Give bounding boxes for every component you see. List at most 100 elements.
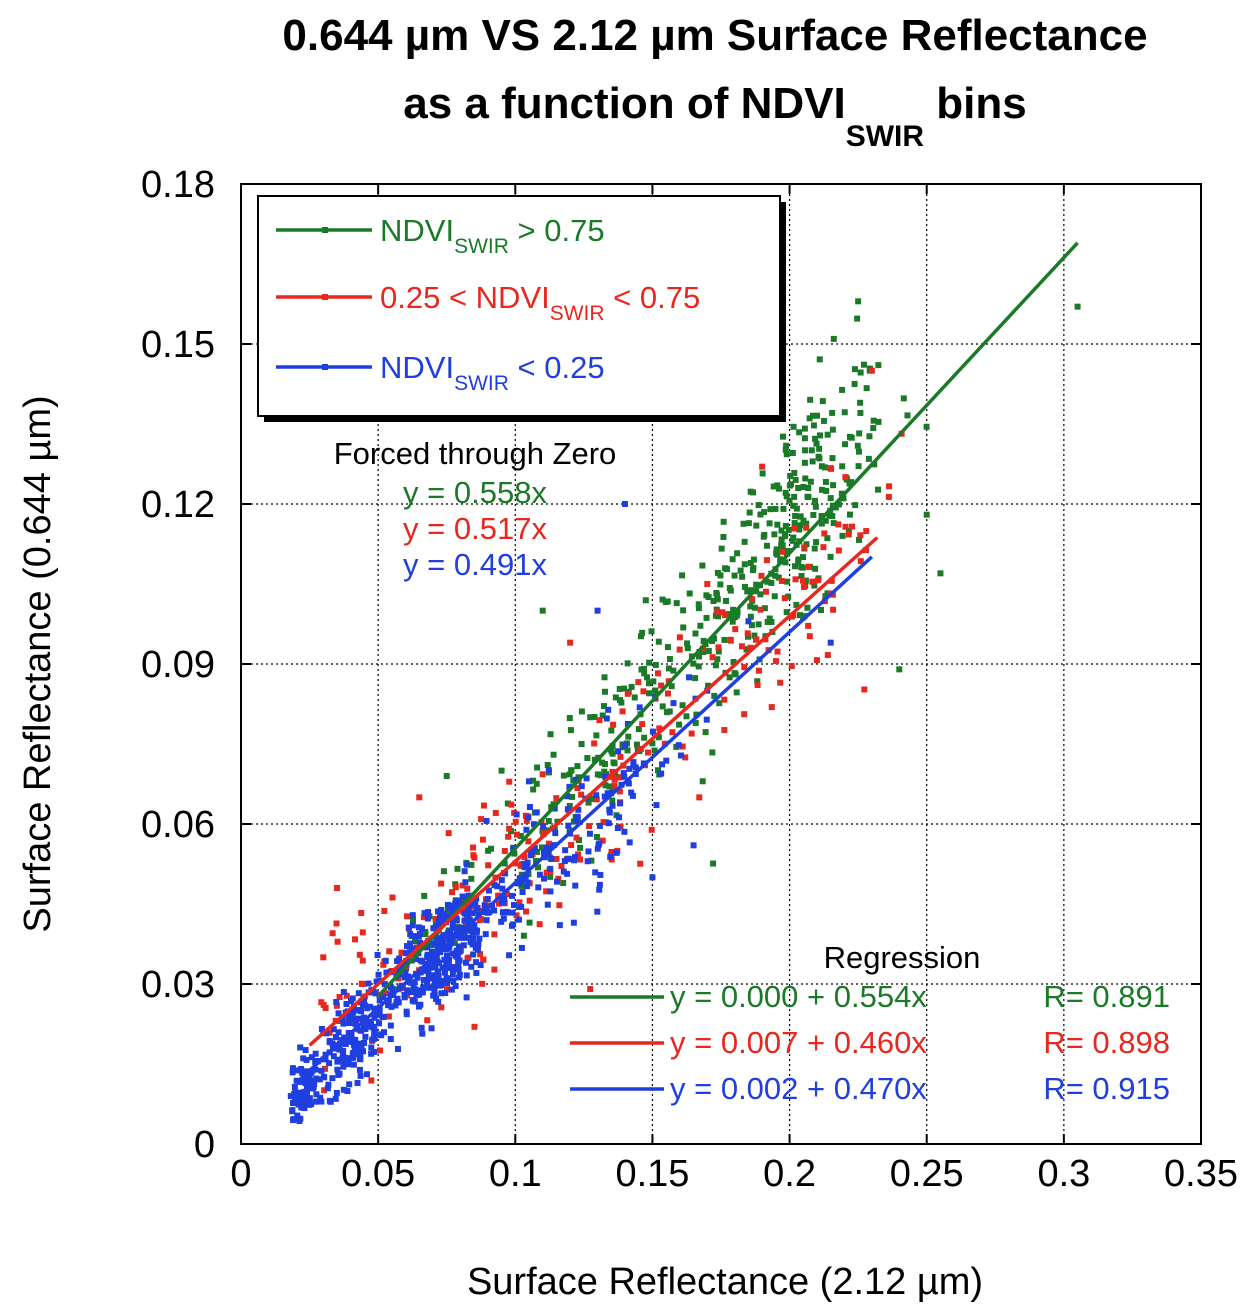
- regression-line-2: [294, 555, 874, 1085]
- data-point: [478, 816, 485, 823]
- data-point: [318, 999, 325, 1006]
- data-point: [434, 968, 441, 975]
- data-point: [567, 639, 574, 646]
- data-point: [761, 605, 768, 612]
- data-point: [521, 860, 528, 867]
- data-point: [619, 708, 626, 715]
- data-point: [796, 612, 803, 619]
- data-point: [624, 690, 631, 697]
- data-point: [652, 661, 659, 668]
- data-point: [468, 875, 475, 882]
- data-point: [805, 563, 812, 570]
- data-point: [533, 809, 540, 816]
- data-point: [440, 868, 447, 875]
- data-point: [486, 909, 493, 916]
- data-point: [659, 703, 666, 710]
- y-tick-label: 0.12: [141, 484, 215, 526]
- data-point: [346, 1081, 353, 1088]
- data-point: [577, 856, 584, 863]
- data-point: [525, 838, 532, 845]
- data-point: [810, 422, 817, 429]
- legend-label-main: NDVI: [380, 213, 454, 248]
- data-point: [459, 882, 466, 889]
- data-point: [597, 772, 604, 779]
- data-point: [496, 900, 503, 907]
- data-point: [330, 1053, 337, 1060]
- data-point: [504, 800, 511, 807]
- data-point: [677, 752, 684, 759]
- data-point: [524, 879, 531, 886]
- data-point: [586, 794, 593, 801]
- data-point: [386, 948, 393, 955]
- data-point: [789, 450, 796, 457]
- data-point: [753, 522, 760, 529]
- data-point: [731, 572, 738, 579]
- data-point: [704, 581, 711, 587]
- data-point: [355, 990, 362, 997]
- regression-equation: y = 0.002 + 0.470x: [670, 1071, 927, 1106]
- data-point: [470, 935, 477, 942]
- data-point: [795, 485, 802, 492]
- data-point: [573, 817, 580, 824]
- data-point: [713, 612, 720, 619]
- data-point: [446, 944, 453, 951]
- data-point: [438, 982, 445, 989]
- data-point: [290, 1117, 297, 1124]
- data-point: [389, 985, 396, 992]
- data-point: [471, 854, 478, 861]
- data-point: [644, 674, 651, 681]
- data-point: [855, 448, 862, 455]
- data-point: [558, 863, 565, 870]
- data-point: [335, 1029, 342, 1036]
- data-point: [511, 902, 518, 909]
- data-point: [607, 746, 614, 753]
- data-point: [747, 560, 754, 567]
- data-point: [875, 418, 882, 425]
- data-point: [445, 830, 452, 837]
- data-point: [574, 763, 581, 770]
- data-point: [813, 539, 820, 546]
- data-point: [574, 785, 581, 792]
- data-point: [740, 520, 747, 527]
- data-point: [793, 505, 800, 512]
- data-point: [454, 865, 461, 872]
- data-point: [348, 998, 355, 1005]
- data-point: [829, 455, 836, 462]
- data-point: [450, 977, 457, 984]
- data-point: [547, 888, 554, 895]
- data-point: [779, 542, 786, 549]
- data-point: [343, 1001, 350, 1008]
- data-point: [500, 909, 507, 916]
- data-point: [465, 892, 472, 899]
- data-point: [680, 624, 687, 631]
- data-point: [426, 952, 433, 959]
- data-point: [782, 446, 789, 453]
- data-point: [904, 412, 911, 419]
- data-point: [733, 689, 740, 696]
- data-point: [333, 1089, 340, 1096]
- data-point: [727, 587, 734, 594]
- data-point: [352, 936, 359, 943]
- data-point: [518, 903, 525, 910]
- data-point: [449, 920, 456, 927]
- data-point: [540, 823, 547, 830]
- data-point: [525, 814, 532, 821]
- data-point: [456, 974, 463, 981]
- data-point: [311, 1081, 318, 1088]
- data-point: [298, 1093, 305, 1100]
- data-point: [326, 1060, 333, 1067]
- data-point: [304, 1083, 311, 1090]
- data-point: [616, 814, 623, 821]
- data-point: [441, 956, 448, 963]
- data-point: [404, 913, 411, 920]
- data-point: [822, 517, 829, 524]
- data-point: [453, 917, 460, 924]
- data-point: [334, 1066, 341, 1073]
- data-point: [336, 1070, 343, 1077]
- data-point: [789, 537, 796, 544]
- data-point: [852, 502, 859, 509]
- data-point: [817, 432, 824, 439]
- data-point: [299, 1069, 306, 1076]
- data-point: [656, 725, 663, 732]
- data-point: [464, 885, 471, 892]
